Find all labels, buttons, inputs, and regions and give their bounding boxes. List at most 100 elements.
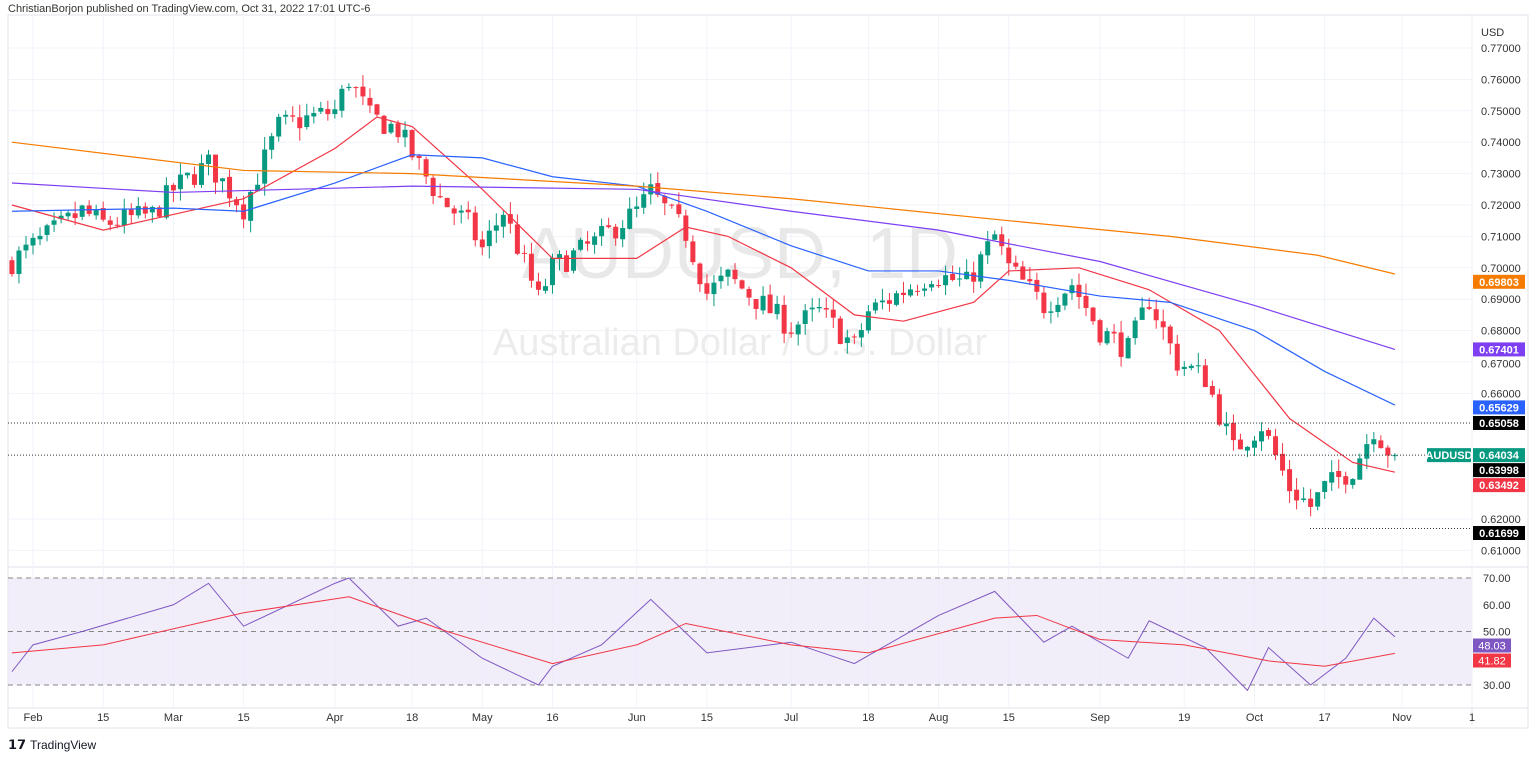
candle-body [1104, 331, 1110, 344]
candle-body [451, 208, 457, 214]
price-tick-label: 0.66000 [1481, 388, 1521, 400]
candle-body [1202, 365, 1208, 388]
candle-body [620, 228, 626, 240]
candle-body [1209, 386, 1215, 395]
candle-body [1083, 295, 1089, 308]
time-tick-label: May [472, 712, 493, 724]
candle-body [1251, 440, 1257, 448]
time-tick-label: Mar [164, 712, 183, 724]
candle-body [444, 197, 450, 208]
candle-body [943, 275, 949, 286]
time-tick-label: 15 [1003, 712, 1015, 724]
candle-body [1273, 436, 1279, 456]
price-tick-label: 0.70000 [1481, 263, 1521, 275]
candle-body [493, 225, 499, 231]
candle-body [571, 250, 577, 271]
candle-body [1006, 247, 1012, 264]
candle-body [1371, 439, 1377, 445]
candle-body [142, 206, 148, 214]
ma-tag-ma20-bg [1473, 478, 1525, 493]
candle-body [683, 215, 689, 241]
candle-body [950, 273, 956, 280]
ma-tag-ma50-bg [1473, 400, 1525, 415]
candle-body [964, 271, 970, 280]
candle-body [472, 212, 478, 241]
candle-body [1364, 444, 1370, 459]
candle-body [1308, 498, 1314, 507]
candle-body [655, 183, 661, 195]
time-tick-label: 17 [1319, 712, 1331, 724]
ma-tag-ma200-bg [1473, 274, 1525, 289]
candle-body [662, 195, 668, 204]
candle-body [416, 155, 422, 159]
candle-body [1027, 279, 1033, 282]
candle-body [1090, 307, 1096, 322]
candle-body [795, 324, 801, 335]
candle-body [711, 282, 717, 295]
candle-body [479, 239, 485, 248]
candle-body [149, 207, 155, 213]
candle-body [718, 275, 724, 282]
price-tick-label: 0.62000 [1481, 514, 1521, 526]
candle-body [830, 309, 836, 318]
audusd-daily-chart[interactable]: USD Feb 15 Mar 15 Apr 18 May 16 Jun 15 Jul 18 Aug 15 Se… [0, 0, 1536, 735]
candle-body [1167, 326, 1173, 344]
rsi-ma-value-tag-text: 41.82 [1478, 656, 1506, 668]
candle-body [1153, 309, 1159, 321]
candle-body [1041, 292, 1047, 314]
candle-body [809, 307, 815, 310]
price-tick-label: 0.77000 [1481, 43, 1521, 55]
candle-body [1062, 293, 1068, 306]
candle-body [234, 199, 240, 206]
symbol-tag: AUDUSD [1425, 448, 1473, 463]
candle-body [30, 237, 36, 246]
candle-body [93, 209, 99, 216]
candle-body [915, 290, 921, 292]
price-tick-label: 0.69000 [1481, 294, 1521, 306]
candle-body [220, 178, 226, 182]
candle-body [1259, 431, 1264, 442]
candle-body [1244, 446, 1250, 451]
candle-body [395, 123, 401, 138]
candle-body [627, 208, 633, 229]
time-tick-label: Nov [1392, 712, 1412, 724]
price-tick-label: 0.71000 [1481, 231, 1521, 243]
candle-body [922, 288, 928, 291]
candle-body [802, 310, 808, 324]
candle-body [1097, 320, 1103, 343]
candle-body [290, 115, 296, 117]
candle-body [283, 114, 289, 117]
candle-body [1139, 307, 1145, 320]
price-tick-label: 0.61000 [1481, 545, 1521, 557]
high-price-tag: 0.65058 [1473, 415, 1525, 430]
candle-body [542, 286, 548, 291]
candle-body [1160, 321, 1166, 328]
candle-body [985, 241, 991, 256]
time-tick-label: 15 [701, 712, 713, 724]
candle-body [72, 213, 78, 219]
candle-body [992, 234, 998, 240]
candle-body [641, 194, 647, 208]
candle-body [1132, 320, 1138, 339]
price-tick-label: 0.75000 [1481, 106, 1521, 118]
candle-body [170, 184, 176, 191]
candle-body [999, 234, 1005, 247]
candle-body [1055, 304, 1061, 312]
ma-tag-ma200: 0.69803 [1473, 274, 1525, 289]
candle-body [128, 209, 134, 216]
candle-body [1020, 266, 1026, 280]
candle-body [437, 196, 443, 198]
candle-body [1111, 331, 1117, 334]
candle-body [65, 212, 71, 217]
price-tick-label: 0.67000 [1481, 358, 1521, 370]
ma-tag-ma50: 0.65629 [1473, 400, 1525, 415]
tradingview-logo[interactable]: 𝟭𝟳 TradingView [8, 737, 96, 753]
candle-body [44, 225, 50, 235]
time-tick-label: 15 [97, 712, 109, 724]
ma-tag-ma100-text: 0.67401 [1479, 344, 1519, 356]
candle-body [578, 239, 584, 250]
rsi-line [11, 577, 1396, 692]
time-tick-label: Jun [628, 712, 646, 724]
candle-body [774, 303, 780, 315]
time-tick-label: Sep [1090, 712, 1110, 724]
